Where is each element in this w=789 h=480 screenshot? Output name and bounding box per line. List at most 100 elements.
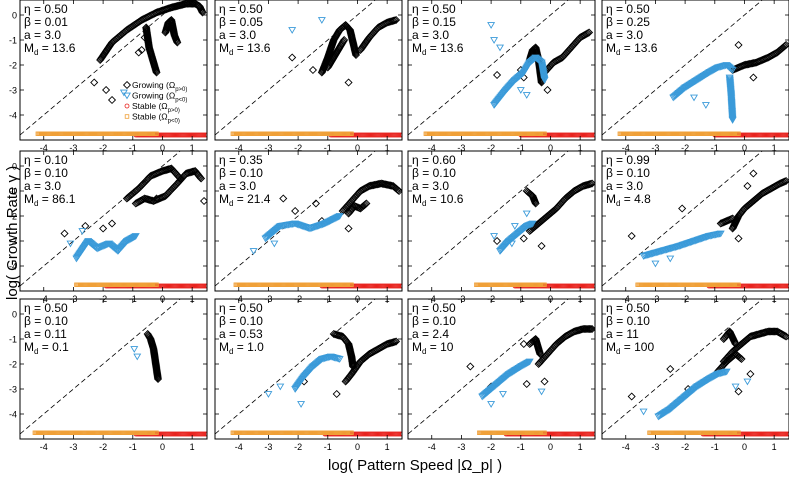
series-sn xyxy=(477,430,547,435)
param-label: Md = 10.6 xyxy=(412,192,464,208)
growing-pos-marker xyxy=(585,324,594,334)
growing-pos-marker xyxy=(107,219,117,228)
guide-line xyxy=(20,299,181,435)
growing-pos-marker xyxy=(153,373,162,382)
growing-neg-marker xyxy=(522,210,531,218)
series-sn xyxy=(635,282,741,287)
growing-neg-marker xyxy=(726,83,735,91)
x-tick-label: -4 xyxy=(235,442,243,452)
growing-pos-marker xyxy=(585,180,594,189)
growing-pos-marker xyxy=(734,40,743,50)
y-tick-label: -1 xyxy=(9,36,17,46)
x-tick-label: -1 xyxy=(711,143,719,153)
param-label: η = 0.50 xyxy=(24,2,68,16)
growing-neg-marker xyxy=(726,85,735,93)
x-tick-label: -2 xyxy=(487,442,495,452)
x-tick-label: 0 xyxy=(355,442,360,452)
stable-pos-marker xyxy=(399,283,402,289)
panel-frame xyxy=(214,298,403,440)
panel-1: -4 -3 -2 -1 0 -4 -3 -2 -1 0 1 η = 0.50β = 0.01a = 3… xyxy=(9,0,208,153)
x-tick-label: -1 xyxy=(129,442,137,452)
growing-pos-marker xyxy=(781,176,789,186)
growing-pos-marker xyxy=(288,53,297,62)
growing-neg-marker xyxy=(297,401,306,408)
panel-frame xyxy=(407,0,596,141)
growing-pos-marker xyxy=(536,349,545,359)
growing-pos-marker xyxy=(134,48,143,57)
growing-neg-marker xyxy=(66,240,75,248)
param-label: Md = 13.6 xyxy=(24,41,76,57)
growing-pos-marker xyxy=(394,186,402,196)
param-label: a = 3.0 xyxy=(219,179,256,193)
growing-pos-marker xyxy=(519,234,528,243)
series-pos xyxy=(728,40,789,82)
guide-line xyxy=(602,151,763,287)
growing-neg-marker xyxy=(487,22,496,29)
growing-neg-marker xyxy=(516,87,525,94)
series-pos xyxy=(627,169,789,243)
legend-label: Growing (Ωp>0) xyxy=(132,80,187,93)
x-tick-label: 1 xyxy=(385,143,390,153)
growing-pos-marker xyxy=(152,68,161,77)
x-tick-label: -4 xyxy=(235,143,243,153)
stable-neg-marker xyxy=(736,131,741,136)
growing-pos-marker xyxy=(170,32,179,41)
panel-11: -4 -3 -2 -1 0 1 η = 0.50β = 0.10a = 2.4Md = 10 xyxy=(407,298,596,452)
y-tick-label: -2 xyxy=(9,360,17,370)
growing-pos-marker xyxy=(351,49,360,58)
guide-line xyxy=(408,299,569,435)
growing-pos-marker xyxy=(151,66,160,75)
param-label: Md = 1.0 xyxy=(219,340,264,356)
growing-pos-marker xyxy=(530,196,539,205)
growing-neg-marker xyxy=(725,75,734,83)
growing-pos-marker xyxy=(308,65,317,75)
growing-pos-marker xyxy=(172,37,181,46)
growing-pos-marker xyxy=(390,16,399,25)
param-label: a = 3.0 xyxy=(606,179,643,193)
stable-neg-marker xyxy=(154,430,159,435)
series-sn xyxy=(74,282,159,287)
growing-pos-marker xyxy=(746,369,755,379)
param-label: β = 0.10 xyxy=(412,166,456,180)
growing-neg-marker xyxy=(525,358,534,366)
param-label: Md = 13.6 xyxy=(412,41,464,57)
growing-pos-marker xyxy=(779,177,788,187)
growing-pos-marker xyxy=(90,78,99,87)
growing-neg-marker xyxy=(726,80,735,87)
growing-pos-marker xyxy=(749,169,758,178)
plot-area xyxy=(20,0,207,138)
growing-pos-marker xyxy=(171,33,180,42)
legend-label: Growing (Ωp<0) xyxy=(132,91,187,104)
param-label: η = 0.35 xyxy=(219,153,263,167)
x-tick-label: 0 xyxy=(742,143,747,153)
growing-neg-marker xyxy=(537,388,546,396)
growing-neg-marker xyxy=(317,17,326,24)
stable-pos-marker xyxy=(124,103,130,109)
x-tick-label: 0 xyxy=(548,143,553,153)
growing-pos-marker xyxy=(389,16,398,25)
stable-neg-marker xyxy=(542,282,547,287)
growing-pos-marker xyxy=(151,65,160,74)
x-tick-label: -4 xyxy=(40,442,48,452)
growing-neg-marker xyxy=(726,86,735,94)
growing-pos-marker xyxy=(627,231,636,241)
series-sn xyxy=(230,131,354,136)
y-tick-label: 0 xyxy=(12,162,17,172)
stable-pos-marker xyxy=(786,431,789,437)
param-label: Md = 10 xyxy=(412,340,454,356)
growing-pos-marker xyxy=(340,35,349,45)
guide-line xyxy=(408,0,569,136)
growing-pos-marker xyxy=(171,34,180,43)
growing-pos-marker xyxy=(173,38,182,47)
growing-neg-marker xyxy=(487,401,496,408)
growing-pos-marker xyxy=(540,377,549,386)
stable-neg-marker xyxy=(349,131,354,136)
stable-pos-marker xyxy=(786,283,789,289)
x-tick-label: -1 xyxy=(324,442,332,452)
series-sn xyxy=(423,131,547,136)
growing-neg-marker xyxy=(276,383,285,391)
stable-neg-marker xyxy=(154,282,159,287)
param-label: β = 0.10 xyxy=(24,166,68,180)
